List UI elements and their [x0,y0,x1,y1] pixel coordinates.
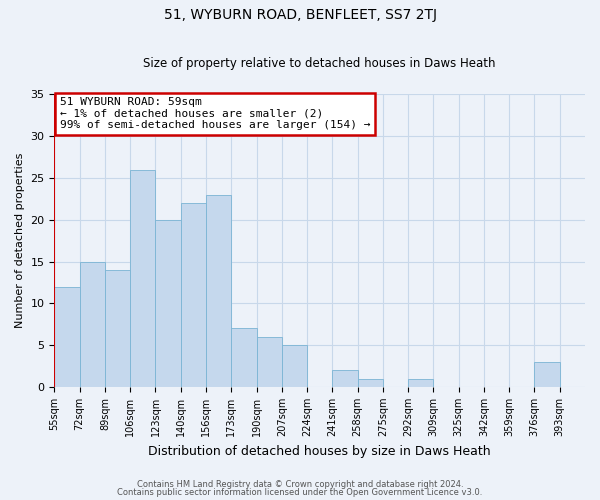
Bar [358,378,383,387]
Title: Size of property relative to detached houses in Daws Heath: Size of property relative to detached ho… [143,56,496,70]
Bar [206,194,231,387]
Bar [332,370,358,387]
Y-axis label: Number of detached properties: Number of detached properties [15,153,25,328]
X-axis label: Distribution of detached houses by size in Daws Heath: Distribution of detached houses by size … [148,444,491,458]
Bar [55,286,80,387]
Text: 51 WYBURN ROAD: 59sqm
← 1% of detached houses are smaller (2)
99% of semi-detach: 51 WYBURN ROAD: 59sqm ← 1% of detached h… [60,97,370,130]
Bar [282,345,307,387]
Bar [181,203,206,387]
Bar [231,328,257,387]
Bar [80,262,105,387]
Bar [130,170,155,387]
Bar [535,362,560,387]
Text: Contains HM Land Registry data © Crown copyright and database right 2024.: Contains HM Land Registry data © Crown c… [137,480,463,489]
Bar [105,270,130,387]
Bar [408,378,433,387]
Bar [257,337,282,387]
Bar [155,220,181,387]
Text: Contains public sector information licensed under the Open Government Licence v3: Contains public sector information licen… [118,488,482,497]
Text: 51, WYBURN ROAD, BENFLEET, SS7 2TJ: 51, WYBURN ROAD, BENFLEET, SS7 2TJ [163,8,437,22]
